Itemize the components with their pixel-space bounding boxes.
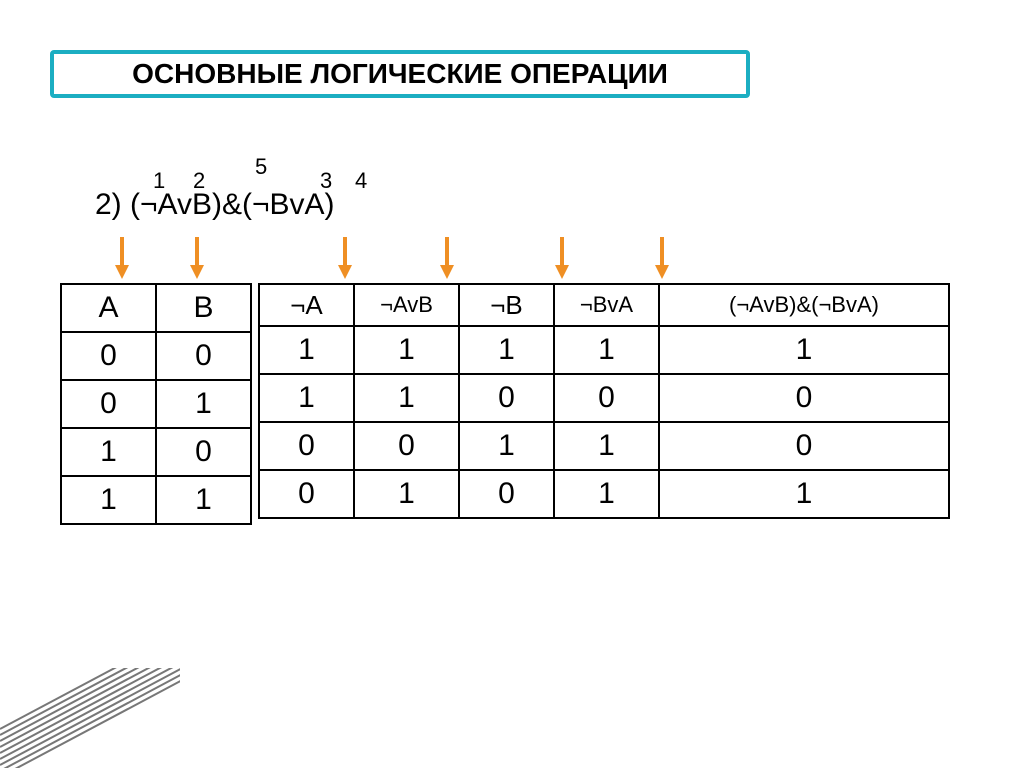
tables: AB00011011 ¬A¬AvB¬B¬BvA(¬AvB)&(¬BvA)1111… [60,283,950,525]
cell: 1 [459,422,554,470]
table-row: 01011 [259,470,949,518]
formula-annotation: 5 [255,154,267,180]
table-ab: AB00011011 [60,283,252,525]
table-main: ¬A¬AvB¬B¬BvA(¬AvB)&(¬BvA)111111100000110… [258,283,950,519]
cell: 0 [259,470,354,518]
cell: 1 [354,470,459,518]
cell: 1 [156,380,251,428]
col-header: (¬AvB)&(¬BvA) [659,284,949,326]
table-row: 11111 [259,326,949,374]
cell: 1 [459,326,554,374]
cell: 1 [354,326,459,374]
formula-annotation: 4 [355,168,367,194]
cell: 1 [554,422,659,470]
table-row: 11000 [259,374,949,422]
cell: 0 [459,374,554,422]
formula-area: 2) (¬AvB)&(¬BvA) 12534 [95,160,695,240]
table-row: 01 [61,380,251,428]
col-header: B [156,284,251,332]
table-row: 00 [61,332,251,380]
formula-annotation: 1 [153,168,165,194]
arrow-down-icon [190,237,204,279]
cell: 1 [259,374,354,422]
col-header: ¬B [459,284,554,326]
cell: 1 [554,470,659,518]
col-header: ¬AvB [354,284,459,326]
cell: 1 [259,326,354,374]
formula: 2) (¬AvB)&(¬BvA) [95,188,335,222]
formula-prefix: 2) [95,188,130,221]
cell: 1 [554,326,659,374]
cell: 1 [659,470,949,518]
col-header: ¬A [259,284,354,326]
table-row: 00110 [259,422,949,470]
cell: 0 [61,332,156,380]
arrow-down-icon [655,237,669,279]
cell: 0 [354,422,459,470]
corner-decoration [0,668,180,768]
arrow-down-icon [338,237,352,279]
cell: 0 [659,422,949,470]
col-header: A [61,284,156,332]
cell: 0 [156,428,251,476]
title-box: ОСНОВНЫЕ ЛОГИЧЕСКИЕ ОПЕРАЦИИ [50,50,750,98]
arrow-down-icon [555,237,569,279]
cell: 1 [354,374,459,422]
table-row: 11 [61,476,251,524]
cell: 0 [61,380,156,428]
cell: 1 [61,476,156,524]
arrow-down-icon [440,237,454,279]
cell: 0 [659,374,949,422]
cell: 0 [459,470,554,518]
page-title: ОСНОВНЫЕ ЛОГИЧЕСКИЕ ОПЕРАЦИИ [132,58,668,89]
table-row: 10 [61,428,251,476]
cell: 0 [259,422,354,470]
cell: 1 [156,476,251,524]
formula-annotation: 3 [320,168,332,194]
arrow-down-icon [115,237,129,279]
cell: 0 [554,374,659,422]
cell: 0 [156,332,251,380]
cell: 1 [61,428,156,476]
cell: 1 [659,326,949,374]
formula-annotation: 2 [193,168,205,194]
col-header: ¬BvA [554,284,659,326]
